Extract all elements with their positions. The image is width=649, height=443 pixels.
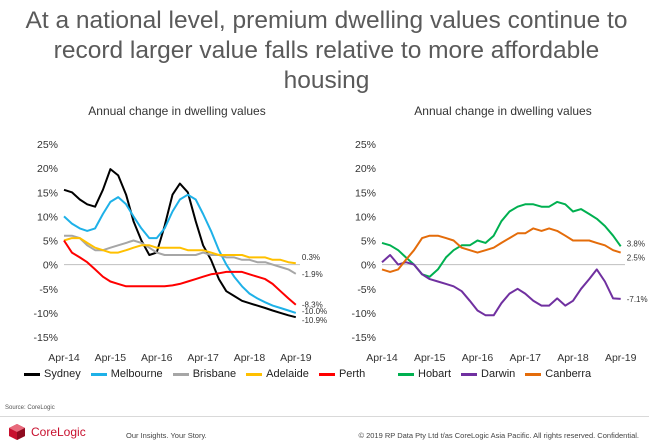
y-tick-label: 15% [355, 187, 376, 199]
left-chart-title: Annual change in dwelling values [88, 104, 266, 118]
y-tick-label: 5% [361, 236, 376, 248]
y-tick-label: 5% [43, 236, 58, 248]
y-tick-label: 25% [355, 139, 376, 151]
y-tick-label: -5% [357, 284, 376, 296]
source-note: Source: CoreLogic [5, 405, 55, 411]
left-chart-legend: Sydney Melbourne Brisbane Adelaide Perth [24, 368, 365, 380]
y-tick-label: 15% [37, 187, 58, 199]
end-value-label: -1.9% [302, 270, 323, 279]
series-line-brisbane [64, 234, 297, 275]
legend-item-adelaide: Adelaide [246, 368, 309, 380]
y-tick-label: 0% [43, 260, 58, 272]
legend-swatch [461, 372, 478, 376]
headline: At a national level, premium dwelling va… [25, 7, 628, 94]
x-tick-label: Apr-19 [280, 352, 312, 364]
y-tick-label: -10% [351, 308, 376, 320]
legend-label: Brisbane [192, 368, 237, 380]
right-chart-legend: Hobart Darwin Canberra [398, 368, 591, 380]
end-value-label: -7.1% [627, 295, 648, 304]
legend-label: Melbourne [110, 368, 163, 380]
x-tick-label: Apr-14 [366, 352, 398, 364]
end-value-label: 3.8% [627, 239, 645, 248]
x-tick-label: Apr-16 [141, 352, 173, 364]
x-tick-label: Apr-19 [605, 352, 637, 364]
legend-label: Canberra [545, 368, 592, 380]
end-value-label: -8.3% [302, 301, 323, 310]
legend-item-melbourne: Melbourne [90, 368, 163, 380]
x-tick-label: Apr-14 [48, 352, 80, 364]
right-chart: 25% 20% 15% 10% 5% 0% -5% -10% -15% Apr-14 Apr-15 A… [351, 139, 648, 364]
legend-label: Sydney [44, 368, 81, 380]
legend-item-hobart: Hobart [398, 368, 451, 380]
legend-swatch [24, 372, 40, 376]
series-line-canberra [381, 227, 622, 273]
series-line-adelaide [63, 237, 296, 265]
footer-divider [0, 416, 649, 417]
legend-label: Adelaide [266, 368, 309, 380]
legend-item-perth: Perth [318, 368, 366, 380]
y-tick-label: -5% [39, 284, 58, 296]
corelogic-logo-icon [9, 424, 25, 440]
y-tick-label: 0% [361, 260, 376, 272]
series-line-darwin [381, 254, 621, 317]
end-value-label: -10.0% [302, 307, 327, 316]
corelogic-logo: CoreLogic [8, 423, 86, 441]
legend-swatch [525, 372, 542, 376]
legend-item-brisbane: Brisbane [172, 368, 237, 380]
end-value-label: 2.5% [627, 254, 645, 263]
x-tick-label: Apr-17 [187, 352, 219, 364]
series-line-perth [63, 239, 297, 306]
tagline: Our Insights. Your Story. [126, 431, 207, 440]
y-tick-label: -10% [33, 308, 58, 320]
legend-swatch [246, 372, 263, 376]
brand-name: CoreLogic [31, 425, 86, 439]
series-line-hobart [381, 200, 622, 278]
legend-item-sydney: Sydney [24, 368, 81, 380]
legend-swatch [172, 372, 189, 376]
series-line-sydney [63, 168, 297, 319]
legend-label: Perth [338, 368, 366, 380]
y-tick-label: -15% [33, 332, 58, 344]
legend-swatch [318, 372, 335, 376]
x-tick-label: Apr-18 [234, 352, 266, 364]
x-tick-label: Apr-15 [414, 352, 446, 364]
copyright: © 2019 RP Data Pty Ltd t/as CoreLogic As… [358, 431, 639, 440]
end-value-label: -10.9% [302, 316, 327, 325]
y-tick-label: 10% [355, 211, 376, 223]
y-tick-label: -15% [351, 332, 376, 344]
x-tick-label: Apr-17 [509, 352, 541, 364]
left-chart: 25% 20% 15% 10% 5% 0% -5% -10% -15% Apr-14 Apr-15 A… [33, 139, 327, 364]
legend-swatch [398, 372, 414, 376]
y-tick-label: 10% [37, 211, 58, 223]
series-line-melbourne [63, 193, 297, 314]
legend-item-darwin: Darwin [461, 368, 515, 380]
legend-swatch [90, 372, 107, 376]
x-tick-label: Apr-18 [557, 352, 589, 364]
x-tick-label: Apr-16 [462, 352, 494, 364]
x-tick-label: Apr-15 [95, 352, 127, 364]
right-chart-title: Annual change in dwelling values [414, 104, 592, 118]
legend-label: Hobart [418, 368, 452, 380]
y-tick-label: 20% [37, 163, 58, 175]
end-value-label: 0.3% [302, 253, 320, 262]
y-tick-label: 20% [355, 163, 376, 175]
legend-label: Darwin [481, 368, 516, 380]
y-tick-label: 25% [37, 139, 58, 151]
legend-item-canberra: Canberra [525, 368, 591, 380]
